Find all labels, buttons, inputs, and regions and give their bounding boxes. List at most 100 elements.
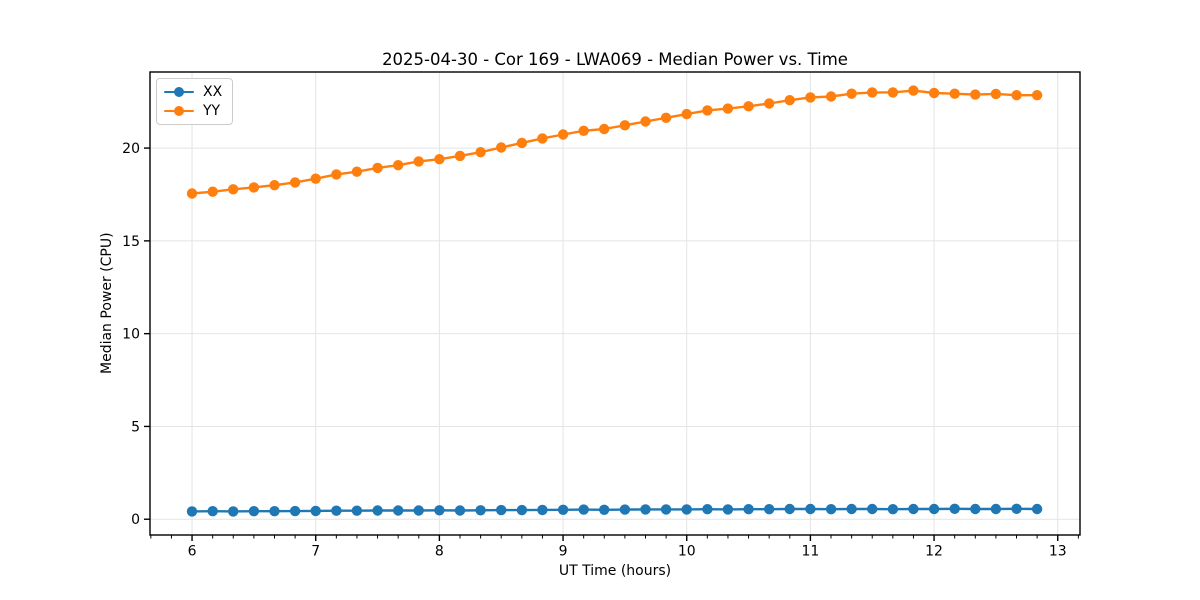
legend-marker-yy — [164, 106, 194, 116]
series-marker-yy — [825, 91, 837, 102]
series-marker-xx — [599, 504, 610, 515]
series-marker-xx — [619, 504, 631, 515]
series-marker-xx — [207, 506, 218, 517]
series-marker-xx — [537, 504, 548, 516]
series-marker-xx — [186, 506, 198, 517]
x-tick-label: 13 — [1049, 544, 1067, 560]
legend-item-xx: XX — [164, 85, 222, 99]
series-marker-yy — [743, 101, 754, 112]
series-marker-yy — [640, 116, 651, 127]
series-marker-yy — [660, 112, 672, 124]
y-axis-label: Median Power (CPU) — [99, 232, 115, 375]
series-marker-xx — [475, 505, 486, 516]
series-marker-yy — [372, 162, 383, 174]
series-marker-yy — [454, 150, 466, 162]
series-marker-yy — [928, 87, 940, 99]
x-tick-label: 8 — [435, 544, 444, 560]
series-marker-xx — [557, 504, 569, 515]
series-marker-yy — [908, 85, 919, 96]
series-marker-xx — [970, 503, 981, 515]
series-marker-xx — [846, 503, 857, 515]
series-marker-xx — [248, 506, 260, 517]
series-marker-xx — [289, 505, 301, 517]
series-marker-xx — [496, 504, 507, 516]
y-tick-label: 10 — [122, 327, 140, 343]
series-marker-yy — [269, 180, 280, 191]
series-marker-yy — [331, 169, 342, 180]
series-marker-yy — [248, 182, 260, 193]
series-marker-xx — [743, 504, 754, 515]
series-marker-xx — [228, 506, 239, 517]
y-tick-label: 5 — [131, 419, 140, 435]
y-tick-label: 0 — [131, 512, 140, 528]
legend: XX YY — [156, 78, 234, 125]
series-marker-xx — [825, 504, 837, 515]
series-marker-yy — [557, 129, 569, 140]
legend-item-yy: YY — [164, 104, 222, 118]
series-marker-yy — [764, 98, 775, 109]
series-marker-xx — [578, 504, 589, 515]
legend-label-xx: XX — [203, 84, 223, 100]
series-marker-yy — [475, 147, 486, 158]
series-marker-yy — [434, 154, 445, 165]
series-marker-xx — [908, 503, 919, 515]
series-marker-yy — [207, 186, 218, 197]
series-marker-yy — [310, 173, 321, 184]
series-marker-yy — [846, 88, 857, 99]
series-marker-xx — [372, 505, 383, 516]
series-marker-xx — [1011, 503, 1022, 514]
series-marker-yy — [949, 88, 960, 99]
series-marker-xx — [516, 504, 528, 516]
series-marker-yy — [393, 160, 404, 171]
series-marker-xx — [331, 505, 342, 516]
series-marker-yy — [599, 123, 610, 135]
x-tick-label: 10 — [678, 544, 696, 560]
y-tick-label: 15 — [122, 234, 140, 250]
series-marker-yy — [186, 188, 198, 199]
series-marker-xx — [722, 504, 734, 515]
series-marker-yy — [784, 95, 795, 106]
series-marker-yy — [805, 92, 816, 103]
series-marker-yy — [1011, 90, 1022, 101]
series-marker-yy — [722, 103, 734, 114]
chart-title: 2025-04-30 - Cor 169 - LWA069 - Median P… — [382, 50, 848, 69]
legend-marker-xx — [164, 87, 194, 97]
series-marker-yy — [681, 108, 692, 120]
series-marker-xx — [413, 505, 424, 516]
series-marker-yy — [702, 105, 713, 116]
series-marker-xx — [990, 503, 1002, 515]
series-marker-xx — [681, 504, 692, 515]
series-marker-yy — [1031, 90, 1043, 101]
series-marker-yy — [413, 156, 424, 167]
series-marker-xx — [310, 505, 321, 517]
series-marker-xx — [434, 505, 445, 516]
series-marker-yy — [619, 120, 631, 131]
series-marker-xx — [660, 504, 672, 515]
series-marker-yy — [228, 184, 239, 195]
series-marker-xx — [805, 503, 816, 515]
x-tick-label: 7 — [311, 544, 320, 560]
series-marker-xx — [640, 504, 651, 515]
series-marker-yy — [867, 87, 878, 98]
series-marker-yy — [516, 137, 528, 149]
y-tick-label: 20 — [122, 141, 140, 157]
series-marker-xx — [351, 505, 363, 516]
x-tick-label: 9 — [559, 544, 568, 560]
series-marker-yy — [990, 88, 1002, 100]
series-marker-xx — [867, 503, 878, 515]
series-marker-xx — [928, 503, 940, 515]
series-marker-yy — [537, 133, 548, 144]
series-marker-yy — [496, 142, 507, 153]
series-marker-yy — [578, 125, 589, 136]
series-marker-xx — [949, 503, 960, 514]
legend-label-yy: YY — [203, 103, 221, 119]
x-tick-label: 11 — [801, 544, 819, 560]
series-marker-xx — [393, 505, 404, 516]
x-tick-label: 12 — [925, 544, 943, 560]
series-marker-yy — [351, 166, 363, 177]
series-marker-xx — [887, 504, 899, 515]
series-marker-xx — [269, 506, 280, 517]
series-marker-xx — [784, 503, 795, 515]
